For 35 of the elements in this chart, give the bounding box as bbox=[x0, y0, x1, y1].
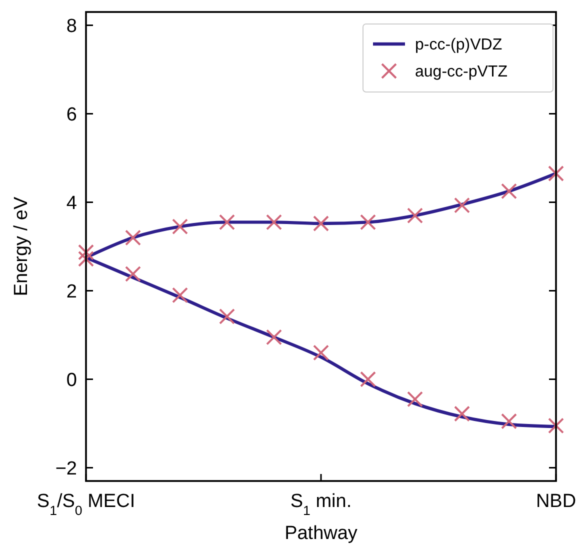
point bbox=[78, 244, 94, 260]
point bbox=[219, 308, 235, 324]
point bbox=[125, 266, 141, 282]
legend-label: p-cc-(p)VDZ bbox=[415, 36, 502, 54]
point bbox=[454, 406, 470, 422]
legend-label: aug-cc-pVTZ bbox=[415, 64, 508, 81]
point bbox=[360, 214, 376, 230]
point bbox=[219, 214, 235, 230]
y-tick-label: 6 bbox=[66, 104, 77, 126]
point bbox=[360, 371, 376, 388]
x-axis-title: Pathway bbox=[284, 523, 358, 544]
point bbox=[313, 344, 329, 361]
point bbox=[454, 197, 470, 214]
point bbox=[313, 215, 329, 232]
point bbox=[266, 329, 282, 346]
point bbox=[266, 214, 282, 230]
x-tick-label: NBD bbox=[536, 491, 576, 512]
point bbox=[125, 230, 141, 246]
x-tick-label: S$_{1}$ min. bbox=[290, 491, 352, 518]
point bbox=[78, 250, 94, 267]
y-tick-label: −2 bbox=[55, 458, 77, 480]
y-tick-label: 8 bbox=[66, 16, 77, 37]
point bbox=[548, 165, 564, 182]
point bbox=[407, 208, 423, 224]
point bbox=[172, 287, 188, 304]
y-axis-title: Energy / eV bbox=[11, 196, 32, 296]
point bbox=[548, 418, 564, 434]
point bbox=[501, 413, 517, 430]
point bbox=[501, 183, 517, 200]
y-tick-label: 4 bbox=[66, 192, 78, 214]
y-tick-label: 0 bbox=[66, 370, 77, 391]
x-tick-label: S$_{1}$/S$_{0}$ MECI bbox=[36, 491, 136, 518]
y-tick-label: 2 bbox=[66, 281, 77, 302]
point bbox=[172, 218, 188, 235]
point bbox=[407, 391, 423, 408]
